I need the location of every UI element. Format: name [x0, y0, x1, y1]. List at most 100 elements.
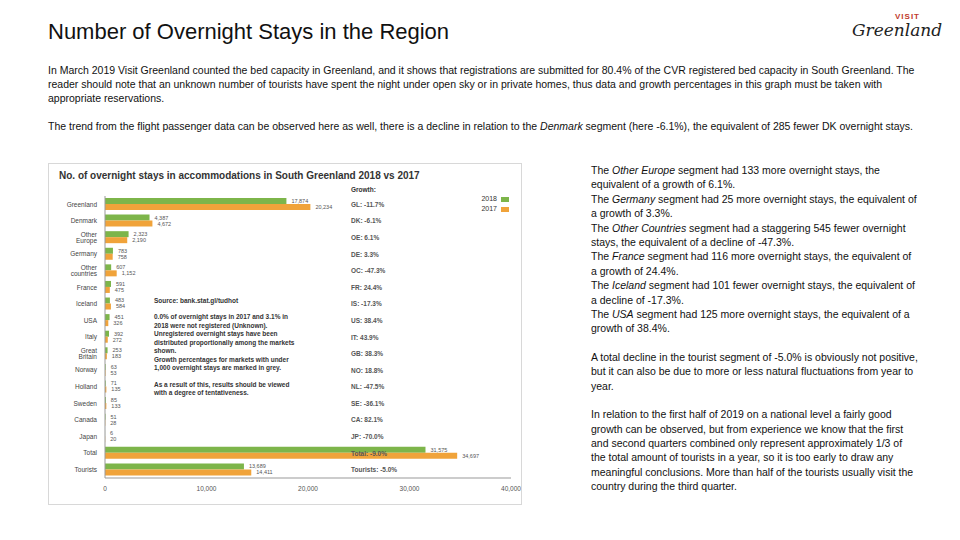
svg-text:Holland: Holland	[75, 383, 97, 390]
html-text:GB: 38.3%: GB: 38.3%	[351, 350, 384, 358]
html-text:Number of Overnight Stays in t: Number of Overnight Stays in the Region	[48, 19, 450, 44]
html-text:Greenland: Greenland	[852, 20, 943, 40]
svg-text:20: 20	[110, 436, 116, 442]
html-text:0.0% of overnight stays in 201: 0.0% of overnight stays in 2017 and 3.1%…	[154, 313, 288, 320]
html-text:with a degree of tentativeness: with a degree of tentativeness.	[154, 389, 249, 396]
svg-text:Denmark: Denmark	[71, 217, 98, 224]
svg-text:14,411: 14,411	[256, 469, 272, 475]
html-text:No. of overnight stays in acco: No. of overnight stays in accommodations…	[59, 170, 420, 181]
svg-text:Greenland: Greenland	[67, 201, 98, 208]
svg-text:63: 63	[110, 363, 117, 370]
html-text:In March 2019 Visit Greenland: In March 2019 Visit Greenland counted th…	[48, 64, 915, 104]
html-text:GL: -11.7%: GL: -11.7%	[351, 200, 385, 208]
html-text:NO: 18.8%: NO: 18.8%	[351, 366, 384, 374]
svg-text:Canada: Canada	[74, 416, 97, 423]
svg-text:40,000: 40,000	[501, 485, 521, 492]
html-text:VISIT: VISIT	[895, 12, 920, 21]
svg-text:133: 133	[111, 403, 120, 409]
svg-text:20,234: 20,234	[315, 204, 332, 210]
svg-text:Iceland: Iceland	[76, 300, 97, 307]
svg-text:85: 85	[110, 397, 117, 403]
html-text:JP: -70.0%: JP: -70.0%	[351, 433, 384, 440]
html-text:The Other Countries segment ha: The Other Countries segment had a stagge…	[591, 221, 906, 248]
html-text:OE: 6.1%: OE: 6.1%	[351, 234, 380, 241]
svg-text:20,000: 20,000	[298, 485, 318, 492]
svg-text:253: 253	[112, 347, 122, 354]
html-text:IT: 43.9%: IT: 43.9%	[351, 333, 379, 341]
svg-text:Japan: Japan	[79, 433, 97, 441]
svg-text:591: 591	[116, 280, 126, 287]
html-text:2017: 2017	[481, 205, 497, 212]
html-text:CA: 82.1%: CA: 82.1%	[351, 416, 383, 424]
html-text:Growth:: Growth:	[351, 186, 376, 193]
svg-text:53: 53	[111, 370, 117, 376]
svg-text:6: 6	[110, 430, 114, 437]
html-text:SE: -36.1%: SE: -36.1%	[351, 399, 385, 407]
html-text:shown.: shown.	[154, 347, 177, 354]
svg-text:GreatBritain: GreatBritain	[79, 347, 98, 361]
svg-text:783: 783	[117, 247, 128, 254]
html-text:The trend from the flight pass: The trend from the flight passenger data…	[48, 120, 913, 132]
html-text:The Other Europe segment had 1: The Other Europe segment had 133 more ov…	[591, 164, 880, 191]
svg-text:Norway: Norway	[75, 366, 98, 374]
html-text:Growth percentages for markets: Growth percentages for markets with unde…	[154, 355, 289, 363]
svg-text:4,672: 4,672	[157, 221, 171, 227]
html-text:US: 38.4%: US: 38.4%	[351, 316, 383, 324]
svg-text:326: 326	[113, 320, 122, 326]
html-text:distributed proportionally amo: distributed proportionally among the mar…	[154, 338, 295, 346]
svg-text:272: 272	[113, 337, 122, 343]
svg-text:Total: Total	[83, 449, 97, 456]
html-text:2018 were not registered (Unkn: 2018 were not registered (Unknown).	[154, 321, 268, 329]
svg-text:51: 51	[110, 413, 117, 420]
html-text:1,000 overnight stays are mark: 1,000 overnight stays are marked in grey…	[154, 364, 282, 371]
svg-text:4,387: 4,387	[154, 214, 169, 221]
svg-text:34,697: 34,697	[462, 453, 479, 459]
svg-text:483: 483	[114, 297, 125, 304]
html-text:The USA segment had 125 more o: The USA segment had 125 more overnight s…	[591, 308, 910, 335]
svg-text:Sweden: Sweden	[74, 400, 98, 407]
svg-text:183: 183	[112, 353, 121, 359]
svg-text:Germany: Germany	[70, 250, 97, 258]
svg-text:Othercountries: Othercountries	[71, 264, 98, 278]
svg-text:13,689: 13,689	[248, 463, 266, 470]
svg-text:71: 71	[110, 380, 117, 387]
svg-text:584: 584	[116, 303, 125, 309]
html-text:Source: bank.stat.gl/tudhot: Source: bank.stat.gl/tudhot	[154, 297, 239, 304]
svg-text:France: France	[77, 284, 98, 291]
svg-text:OtherEurope: OtherEurope	[76, 231, 98, 246]
svg-text:31,575: 31,575	[430, 447, 447, 453]
svg-text:USA: USA	[84, 317, 98, 324]
html-text:The Germany segment had 25 mor: The Germany segment had 25 more overnigh…	[591, 192, 917, 220]
html-text:The Iceland segment had 101 fe: The Iceland segment had 101 fewer overni…	[591, 279, 915, 306]
html-text:In relation to the first half: In relation to the first half of 2019 on…	[591, 408, 914, 493]
svg-text:30,000: 30,000	[400, 485, 420, 492]
html-text:IS: -17.3%: IS: -17.3%	[351, 300, 382, 308]
svg-text:Italy: Italy	[85, 333, 98, 341]
html-text:OC: -47.3%: OC: -47.3%	[351, 267, 386, 275]
html-text:2018: 2018	[481, 195, 497, 202]
svg-text:2,190: 2,190	[132, 237, 146, 243]
html-text:As a result of this, results s: As a result of this, results should be v…	[154, 380, 290, 388]
svg-text:475: 475	[115, 287, 124, 293]
svg-text:135: 135	[111, 386, 120, 392]
html-text:Total: -9.0%: Total: -9.0%	[351, 449, 387, 457]
html-text:NL: -47.5%: NL: -47.5%	[351, 383, 385, 391]
svg-text:758: 758	[118, 254, 127, 260]
svg-text:28: 28	[110, 420, 116, 426]
html-text:Unregistered overnight stays h: Unregistered overnight stays have been	[154, 330, 278, 337]
svg-text:607: 607	[116, 264, 126, 271]
html-text:A total decline in the tourist: A total decline in the tourist segment o…	[591, 350, 918, 392]
html-text:The France segment had 116 mor: The France segment had 116 more overnigh…	[591, 250, 912, 277]
svg-text:10,000: 10,000	[197, 485, 217, 492]
html-text:DK: -6.1%: DK: -6.1%	[351, 217, 382, 225]
svg-text:0: 0	[103, 485, 107, 492]
svg-text:392: 392	[114, 330, 124, 337]
svg-text:2,323: 2,323	[133, 231, 148, 238]
svg-text:451: 451	[114, 314, 124, 321]
html-text:Tourists: -5.0%: Tourists: -5.0%	[351, 466, 398, 474]
html-text:DE: 3.3%: DE: 3.3%	[351, 250, 379, 258]
svg-text:1,152: 1,152	[122, 270, 136, 276]
html-text:FR: 24.4%: FR: 24.4%	[351, 283, 383, 291]
svg-text:Tourists: Tourists	[75, 466, 98, 473]
svg-text:17,874: 17,874	[291, 198, 308, 204]
